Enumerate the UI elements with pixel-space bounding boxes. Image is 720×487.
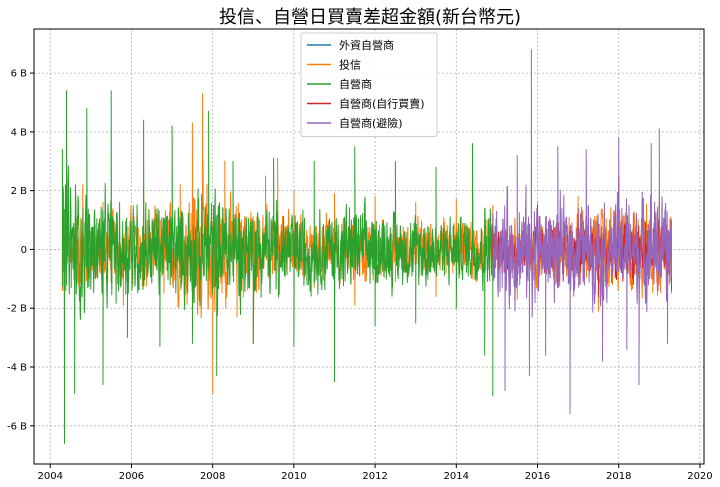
legend-label: 投信: [339, 58, 361, 72]
x-tick-label: 2008: [200, 471, 225, 482]
x-tick-label: 2020: [687, 471, 712, 482]
y-tick-label: 6 B: [11, 69, 28, 80]
legend-box: [300, 32, 438, 137]
x-tick-label: 2004: [38, 471, 63, 482]
x-tick-label: 2006: [119, 471, 144, 482]
y-tick-label: 2 B: [11, 186, 28, 197]
legend-label: 自營商(自行買賣): [339, 97, 425, 111]
legend-label: 自營商: [339, 77, 372, 91]
y-tick-label: 4 B: [11, 127, 28, 138]
y-tick-label: -6 B: [7, 421, 27, 432]
y-tick-label: -4 B: [7, 363, 27, 374]
series-line-2: [61, 90, 494, 444]
x-tick-label: 2014: [444, 471, 469, 482]
legend-label: 自營商(避險): [339, 116, 403, 130]
y-tick-label: 0: [21, 245, 27, 256]
legend-label: 外資自營商: [339, 38, 394, 52]
series-line-4: [492, 49, 672, 415]
x-tick-label: 2018: [606, 471, 631, 482]
chart-title: 投信、自營日買賣差超金額(新台幣元): [218, 7, 522, 28]
series-layer: [61, 49, 672, 444]
x-tick-label: 2012: [362, 471, 387, 482]
x-tick-label: 2016: [525, 471, 550, 482]
x-tick-label: 2010: [281, 471, 306, 482]
y-tick-label: -2 B: [7, 304, 27, 315]
axes: 2004 2006 2008 2010 2012 2014 2016 2018 2020 -6 B…: [7, 69, 713, 482]
plot-frame: [33, 28, 705, 465]
